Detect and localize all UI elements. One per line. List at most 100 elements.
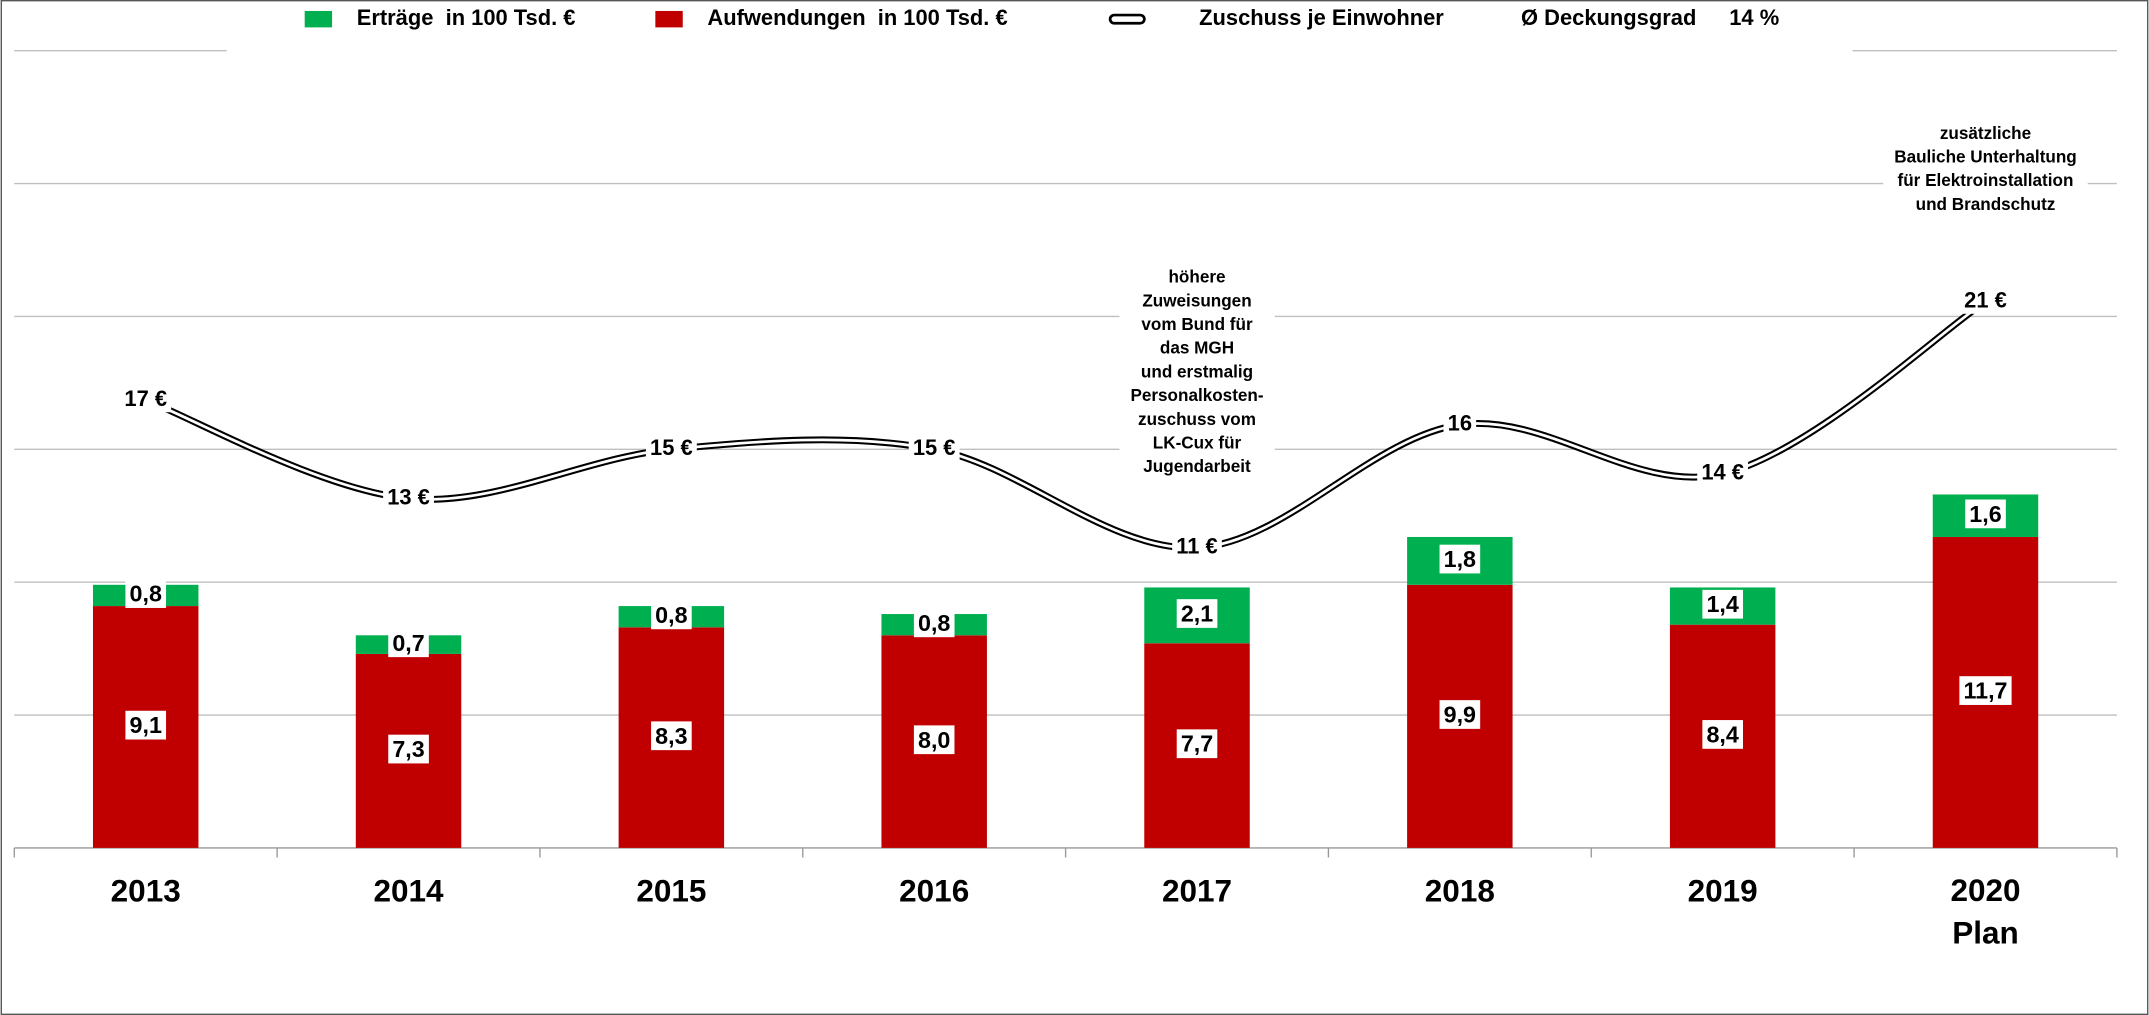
bar-value-label-box: [1702, 589, 1743, 619]
line-value-label: 13 €: [387, 484, 430, 509]
annotation-line: für Elektroinstallation: [1898, 171, 2074, 190]
legend-label: Aufwendungen in 100 Tsd. €: [707, 5, 1007, 30]
bar-value-label: 8,0: [918, 727, 950, 753]
line-value-label: 14 €: [1701, 460, 1744, 485]
line-value-label: 15 €: [913, 435, 956, 460]
bar-value-label-group: 0,8: [651, 600, 692, 630]
bar-value-label-box: [651, 721, 692, 751]
bar-value-label-group: 9,1: [125, 710, 167, 740]
line-value-label-group: 15 €: [645, 433, 697, 462]
bar-value-label-group: 9,9: [1439, 700, 1481, 729]
bar-value-label-group: 1,6: [1965, 499, 2006, 529]
bar-value-label: 0,7: [392, 630, 424, 656]
bar-value-label: 0,8: [655, 602, 687, 628]
line-series-inner: [145, 300, 1987, 550]
bar-value-label-box: [125, 710, 167, 740]
annotation-line: zusätzliche: [1940, 124, 2031, 143]
x-tick-label: 2020 Plan: [1950, 872, 2020, 950]
annotation-line: LK-Cux für: [1153, 433, 1242, 452]
line-value-label: 16: [1448, 410, 1472, 435]
line-value-label: 21 €: [1964, 287, 2007, 312]
bar-value-label-box: [913, 725, 955, 755]
bar-value-label: 9,1: [130, 712, 162, 738]
line-value-label-group: 21 €: [1960, 286, 2011, 314]
bar-value-label: 1,4: [1706, 591, 1738, 617]
bar-value-label-box: [1959, 676, 2012, 705]
line-value-label-group: 13 €: [383, 482, 434, 511]
legend-bg: [226, 2, 1853, 57]
annotation: zusätzliche Bauliche Unterhaltung für Elek…: [1883, 119, 2088, 218]
bar-value-label-box: [125, 579, 167, 608]
x-tick-label: 2017: [1162, 872, 1232, 908]
x-tick-label: 2015: [636, 872, 706, 908]
bar-value-label: 8,4: [1706, 721, 1738, 747]
line-value-label-box: [1960, 286, 2011, 314]
x-tick-label: 2013: [111, 872, 181, 908]
annotation-line: zuschuss vom: [1138, 410, 1256, 429]
line-value-label-box: [1443, 409, 1477, 437]
annotation-bg: [1119, 263, 1275, 481]
line-value-label-group: 16: [1443, 409, 1477, 437]
line-value-label-group: 11 €: [1172, 532, 1222, 560]
bar-value-label-box: [1702, 720, 1743, 749]
bar-value-label-box: [651, 600, 692, 630]
annotation-line: Zuweisungen: [1142, 291, 1251, 310]
bar-value-label: 7,3: [392, 736, 424, 762]
line-value-label: 17 €: [124, 386, 167, 411]
legend-swatch: [304, 10, 333, 28]
line-value-label: 15 €: [650, 435, 693, 460]
bar-value-label-group: 8,0: [913, 725, 955, 755]
line-value-label-box: [645, 433, 697, 462]
annotation-line: vom Bund für: [1141, 315, 1253, 334]
bar-value-label: 11,7: [1963, 678, 2007, 704]
annotation-line: und erstmalig: [1141, 362, 1253, 381]
x-tick-label-line: 2020: [1950, 872, 2020, 908]
bar-value-label: 1,6: [1969, 501, 2001, 527]
annotation-line: das MGH: [1160, 339, 1234, 358]
line-value-label-box: [908, 433, 960, 462]
bar-value-label-box: [1439, 700, 1481, 729]
bar-value-label-group: 8,4: [1702, 720, 1743, 749]
bar-value-label-group: 7,3: [388, 734, 429, 764]
bar-value-label-group: 0,8: [913, 608, 955, 638]
bar-value-label: 2,1: [1181, 601, 1213, 627]
bar-value-label-group: 11,7: [1959, 676, 2012, 705]
bar-value-label-group: 2,1: [1176, 599, 1218, 628]
annotation-bg: [1883, 119, 2088, 218]
annotation-line: Bauliche Unterhaltung: [1894, 147, 2077, 166]
bar-value-label: 0,8: [130, 581, 162, 607]
legend-note-label: Ø Deckungsgrad: [1521, 5, 1696, 30]
bar-value-label-box: [913, 608, 955, 638]
annotation: höhere Zuweisungen vom Bund für das MGH und …: [1119, 263, 1275, 481]
line-value-label: 11 €: [1176, 533, 1217, 558]
bar-value-label-group: 1,8: [1439, 544, 1481, 574]
line-value-label-box: [383, 482, 434, 511]
line-value-label-group: 15 €: [908, 433, 960, 462]
bar-value-label: 0,8: [918, 610, 950, 636]
bar-value-label: 1,8: [1444, 546, 1476, 572]
x-tick-label: 2018: [1425, 872, 1495, 908]
bar-value-label-box: [1176, 599, 1218, 628]
bar-value-label-box: [1965, 499, 2006, 529]
bar-value-label: 7,7: [1181, 731, 1213, 757]
legend-label: Zuschuss je Einwohner: [1199, 5, 1444, 30]
bar-value-label: 8,3: [655, 723, 687, 749]
line-value-label-box: [1172, 532, 1222, 560]
bar-value-label: 9,9: [1444, 702, 1476, 728]
x-tick-label: 2019: [1688, 872, 1758, 908]
bar-value-label-group: 1,4: [1702, 589, 1743, 619]
bar-value-label-group: 0,7: [388, 628, 429, 658]
line-value-label-group: 14 €: [1697, 458, 1749, 487]
bar-value-label-group: 8,3: [651, 721, 692, 751]
annotation-line: höhere: [1168, 268, 1225, 287]
annotation-line: Jugendarbeit: [1143, 457, 1251, 476]
bar-value-label-box: [388, 734, 429, 764]
line-value-label-box: [120, 384, 172, 413]
x-tick-label: 2014: [373, 872, 444, 908]
annotation-line: und Brandschutz: [1916, 195, 2056, 214]
x-tick-label-line: Plan: [1952, 915, 2019, 951]
legend-swatch: [655, 10, 683, 28]
annotation-line: Personalkosten-: [1130, 386, 1263, 405]
bar-value-label-group: 7,7: [1176, 729, 1218, 759]
